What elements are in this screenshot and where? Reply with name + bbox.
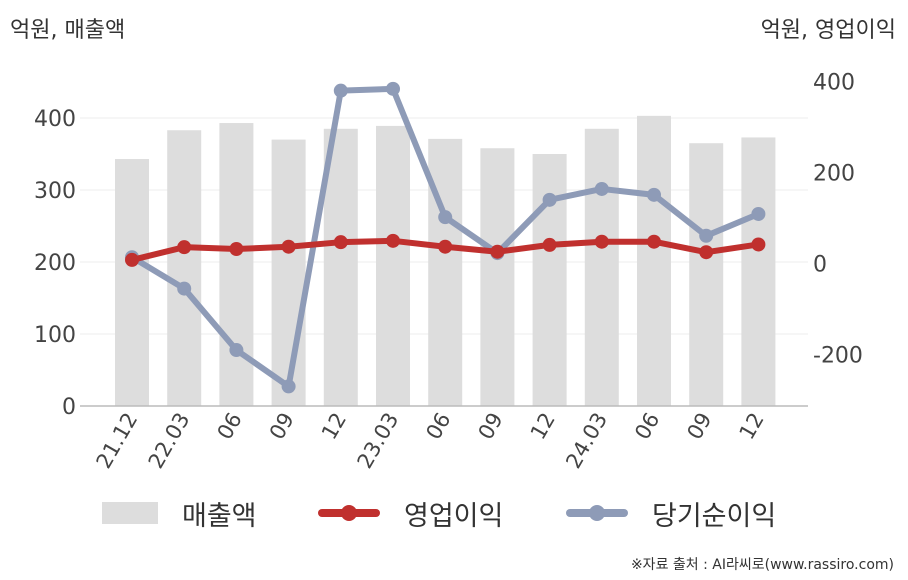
point-net-income <box>386 81 400 96</box>
y-left-tick-label: 100 <box>34 323 76 348</box>
bar-revenue <box>376 125 410 407</box>
legend-swatch-operating-profit <box>318 502 380 524</box>
x-tick-label: 09 <box>474 409 508 444</box>
point-operating-profit <box>333 235 348 250</box>
point-operating-profit <box>386 233 400 248</box>
point-net-income <box>438 210 453 225</box>
point-operating-profit <box>647 234 661 249</box>
legend-item-net-income: 당기순이익 <box>566 493 776 533</box>
point-net-income <box>177 281 192 296</box>
point-operating-profit <box>125 252 139 267</box>
bar-revenue <box>637 115 671 406</box>
point-net-income <box>647 187 661 202</box>
point-operating-profit <box>699 245 714 260</box>
y-left-tick-label: 0 <box>62 395 76 420</box>
point-net-income <box>281 379 296 394</box>
legend-label-net-income: 당기순이익 <box>652 500 777 532</box>
bar-revenue <box>689 143 724 406</box>
bar-series-layer <box>115 115 776 407</box>
x-tick-label: 12 <box>526 409 560 444</box>
point-net-income <box>699 228 714 243</box>
x-tick-label: 06 <box>421 409 455 444</box>
point-net-income <box>542 192 557 207</box>
legend-swatch-net-income <box>566 502 628 524</box>
point-net-income <box>751 206 766 221</box>
bar-revenue <box>741 137 776 406</box>
source-credit: ※자료 출처 : AI라씨로(www.rassiro.com) <box>630 557 894 573</box>
x-tick-label: 12 <box>317 409 351 444</box>
legend: 매출액 영업이익 당기순이익 <box>0 493 908 533</box>
line-series-layer <box>125 81 766 394</box>
x-tick-label: 24.03 <box>561 409 612 473</box>
y-left-tick-label: 300 <box>34 179 76 204</box>
x-tick-label: 09 <box>682 409 716 444</box>
point-operating-profit <box>542 237 557 252</box>
bar-revenue <box>219 123 254 406</box>
x-tick-label: 23.03 <box>352 409 403 473</box>
y-right-tick-label: 0 <box>813 253 827 278</box>
legend-label-revenue: 매출액 <box>182 500 257 532</box>
bar-revenue <box>532 154 567 406</box>
y-right-tick-label: 200 <box>813 162 855 187</box>
x-tick-label: 09 <box>265 409 299 444</box>
left-axis-unit-label: 억원, 매출액 <box>10 18 126 43</box>
point-operating-profit <box>594 234 609 249</box>
bar-revenue <box>323 128 358 407</box>
point-operating-profit <box>281 239 296 254</box>
bar-revenue <box>167 130 202 407</box>
bar-revenue <box>115 159 149 406</box>
y-left-tick-label: 400 <box>34 107 76 132</box>
y-left-tick-label: 200 <box>34 251 76 276</box>
x-tick-label: 06 <box>630 409 664 444</box>
x-tick-label: 22.03 <box>144 409 195 473</box>
bar-revenue <box>428 138 463 406</box>
right-axis-unit-label: 억원, 영업이익 <box>760 18 896 43</box>
point-net-income <box>594 181 609 196</box>
legend-swatch-revenue <box>102 502 158 524</box>
point-operating-profit <box>229 242 244 257</box>
point-net-income <box>229 343 244 358</box>
bar-revenue <box>271 139 306 406</box>
point-operating-profit <box>438 239 453 254</box>
point-operating-profit <box>490 244 505 259</box>
point-net-income <box>333 83 348 98</box>
bar-revenue <box>584 128 619 407</box>
point-operating-profit <box>177 240 192 255</box>
x-tick-label: 06 <box>213 409 247 444</box>
legend-label-operating-profit: 영업이익 <box>404 500 504 532</box>
y-right-tick-label: -200 <box>813 344 863 369</box>
point-operating-profit <box>751 237 766 252</box>
x-tick-label: 21.12 <box>91 409 142 473</box>
bar-revenue <box>480 148 515 407</box>
x-tick-label: 12 <box>735 409 769 444</box>
legend-item-operating-profit: 영업이익 <box>318 493 503 533</box>
legend-item-revenue: 매출액 <box>102 493 257 533</box>
y-right-tick-label: 400 <box>813 71 855 96</box>
